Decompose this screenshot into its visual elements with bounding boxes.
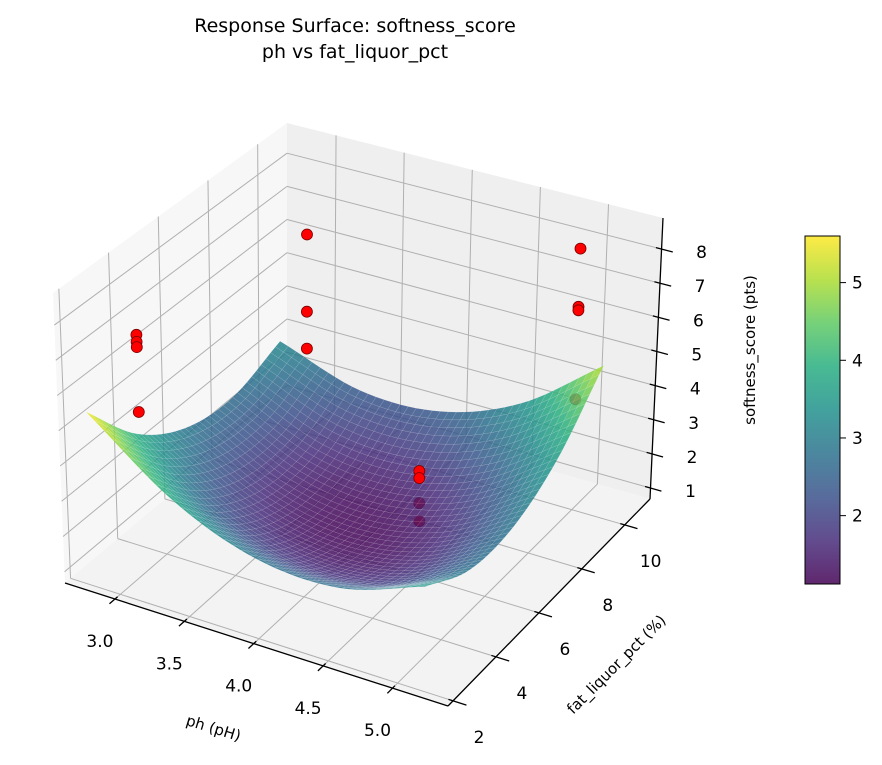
response-surface bbox=[85, 340, 605, 591]
surface-patch bbox=[590, 365, 605, 380]
colorbar-gradient bbox=[804, 235, 841, 585]
chart-title-line-2: ph vs fat_liquor_pct bbox=[262, 41, 448, 63]
x-gridline-backwall bbox=[399, 152, 405, 429]
x-tick-label: 3.5 bbox=[156, 654, 183, 674]
y-gridline-leftwall bbox=[58, 288, 72, 579]
y-axis-label: fat_liquor_pct (%) bbox=[563, 611, 670, 718]
colorbar-tick-label: 5 bbox=[852, 274, 863, 294]
data-point bbox=[413, 472, 426, 485]
y-gridline-leftwall bbox=[207, 180, 213, 460]
x-tick bbox=[178, 618, 188, 627]
y-tick bbox=[577, 566, 595, 574]
surface-patch bbox=[456, 569, 470, 575]
colorbar: 2 3 4 5 bbox=[804, 235, 863, 585]
z-tick-label: 4 bbox=[690, 380, 701, 400]
x-tick bbox=[109, 596, 119, 605]
x-axis-line bbox=[64, 582, 449, 707]
surface-patch bbox=[580, 383, 596, 399]
y-tick-label: 8 bbox=[602, 596, 613, 616]
scatter-points-front bbox=[130, 228, 587, 485]
y-tick-label: 6 bbox=[559, 640, 570, 660]
z-gridline-leftwall bbox=[58, 252, 288, 432]
z-tick bbox=[647, 417, 665, 424]
y-gridline-leftwall bbox=[108, 252, 119, 539]
x-tick bbox=[247, 640, 257, 650]
z-tick-label: 6 bbox=[693, 311, 704, 331]
colorbar-tick-label: 4 bbox=[852, 351, 863, 371]
y-tick-label: 4 bbox=[517, 684, 528, 704]
surface-patch bbox=[438, 578, 452, 582]
z-gridline-backwall bbox=[286, 152, 662, 250]
z-axis-line bbox=[649, 217, 664, 500]
z-tick-label: 1 bbox=[685, 482, 696, 502]
data-point bbox=[574, 242, 587, 255]
y-tick bbox=[620, 523, 638, 530]
y-axis-line bbox=[447, 498, 651, 707]
surface-patch bbox=[571, 403, 586, 418]
x-axis-label: ph (pH) bbox=[184, 711, 243, 745]
surface-patch bbox=[486, 542, 501, 550]
z-gridline-backwall bbox=[286, 219, 659, 318]
z-gridline-backwall bbox=[286, 252, 657, 352]
y-tick bbox=[534, 610, 553, 618]
z-gridline-leftwall bbox=[55, 185, 288, 361]
chart-title-line-1: Response Surface: softness_score bbox=[194, 15, 516, 37]
y-tick-label: 10 bbox=[640, 552, 662, 572]
z-gridline-backwall bbox=[286, 318, 654, 421]
z-tick bbox=[649, 383, 667, 390]
data-point bbox=[132, 406, 145, 418]
surface-patch bbox=[553, 441, 568, 454]
data-point bbox=[300, 342, 313, 355]
surface-patch bbox=[477, 551, 492, 559]
y-tick bbox=[491, 654, 510, 662]
surface-patch bbox=[451, 572, 465, 577]
z-tick bbox=[646, 451, 664, 458]
surface-patch bbox=[416, 584, 430, 588]
z-axis-label: softness_score (pts) bbox=[741, 275, 760, 425]
z-gridline-leftwall bbox=[59, 285, 288, 467]
z-tick-label: 7 bbox=[695, 277, 706, 297]
x-tick-label: 4.0 bbox=[225, 677, 252, 697]
x-tick-label: 3.0 bbox=[86, 632, 113, 652]
z-tick bbox=[654, 281, 672, 287]
colorbar-tick-label: 3 bbox=[852, 429, 863, 449]
data-point bbox=[572, 304, 585, 317]
x-gridline-backwall bbox=[596, 204, 610, 485]
y-gridline-floor bbox=[70, 577, 454, 702]
z-tick bbox=[652, 315, 670, 321]
colorbar-tick-label: 2 bbox=[852, 507, 863, 527]
surface-patch bbox=[447, 574, 461, 579]
z-tick-label: 5 bbox=[691, 346, 702, 366]
y-gridline-floor bbox=[117, 538, 497, 658]
z-tick bbox=[644, 485, 662, 492]
z-tick-label: 3 bbox=[688, 414, 699, 434]
left-wall-pane bbox=[53, 123, 287, 583]
x-gridline-floor bbox=[392, 483, 598, 689]
z-gridline-leftwall bbox=[56, 219, 288, 396]
z-gridline-leftwall bbox=[61, 318, 288, 502]
z-gridline-backwall bbox=[286, 285, 656, 387]
x-tick bbox=[317, 663, 327, 672]
z-tick-label: 8 bbox=[696, 243, 707, 263]
data-point bbox=[300, 305, 313, 318]
x-gridline-backwall bbox=[333, 135, 337, 410]
data-point bbox=[130, 341, 143, 354]
x-gridline-backwall bbox=[465, 169, 473, 447]
z-gridline-backwall bbox=[286, 185, 661, 284]
surface-patch bbox=[482, 547, 497, 555]
x-tick-label: 4.5 bbox=[295, 699, 322, 719]
z-tick-label: 2 bbox=[687, 448, 698, 468]
z-tick bbox=[651, 349, 669, 356]
z-gridline-leftwall bbox=[54, 152, 288, 326]
x-tick bbox=[386, 685, 396, 694]
data-point bbox=[301, 228, 313, 241]
y-tick-label: 2 bbox=[474, 728, 485, 748]
y-tick bbox=[448, 698, 467, 706]
z-tick bbox=[655, 247, 673, 253]
z-gridline-backwall bbox=[286, 351, 653, 455]
x-tick-label: 5.0 bbox=[364, 721, 391, 741]
